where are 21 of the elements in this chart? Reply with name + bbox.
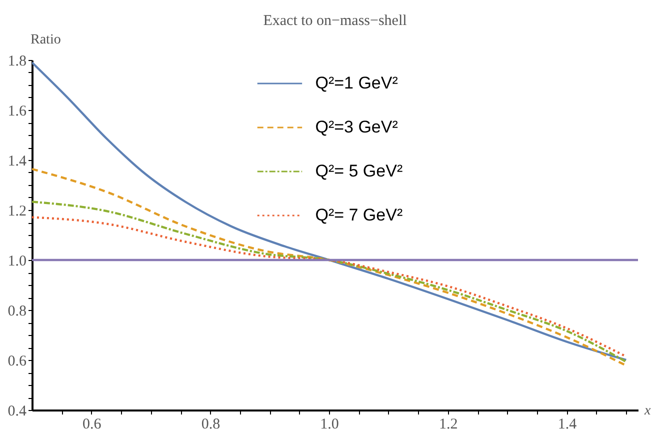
y-tick-label: 0.8 bbox=[8, 304, 26, 320]
legend-label: Q²=3 GeV² bbox=[315, 118, 398, 136]
y-axis-title: Ratio bbox=[30, 32, 61, 48]
legend-label: Q²= 5 GeV² bbox=[315, 162, 403, 180]
x-tick-label: 1.0 bbox=[320, 416, 339, 432]
y-tick-label: 1.2 bbox=[8, 204, 26, 220]
y-tick-label: 0.6 bbox=[8, 354, 27, 370]
legend-label: Q²= 7 GeV² bbox=[315, 206, 403, 224]
y-tick-label: 1.0 bbox=[8, 254, 26, 270]
chart-title: Exact to on−mass−shell bbox=[263, 13, 407, 29]
x-axis-title: x bbox=[644, 404, 652, 418]
x-tick-label: 0.6 bbox=[82, 416, 102, 432]
x-tick-label: 1.4 bbox=[558, 416, 578, 432]
y-tick-label: 0.4 bbox=[8, 404, 27, 420]
x-tick-label: 1.2 bbox=[439, 416, 458, 432]
y-tick-label: 1.4 bbox=[8, 154, 27, 170]
y-tick-label: 1.8 bbox=[8, 54, 26, 70]
line-series bbox=[32, 61, 628, 362]
legend-label: Q²=1 GeV² bbox=[315, 74, 398, 92]
y-tick-label: 1.6 bbox=[8, 104, 27, 120]
x-tick-label: 0.8 bbox=[201, 416, 220, 432]
